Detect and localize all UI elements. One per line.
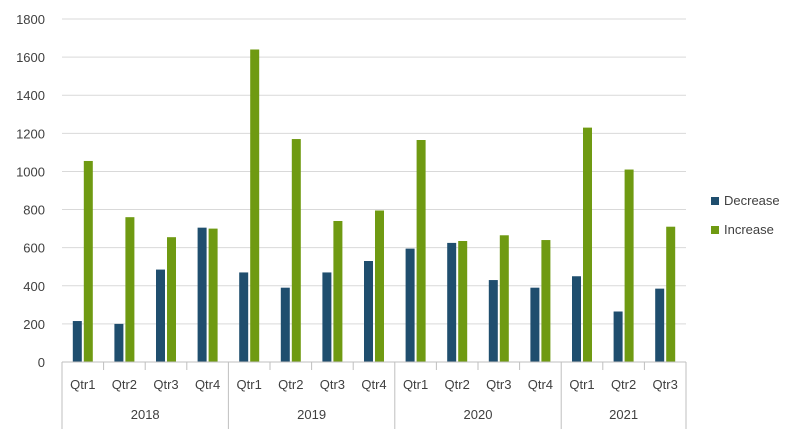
x-tick-label: Qtr4 xyxy=(361,377,386,392)
x-tick-label: Qtr3 xyxy=(653,377,678,392)
bars xyxy=(72,49,676,362)
bar-decrease xyxy=(572,276,581,362)
y-tick-label: 600 xyxy=(23,241,45,256)
bar-decrease xyxy=(488,280,498,362)
x-group-label: 2018 xyxy=(131,407,160,422)
bar-decrease xyxy=(364,261,373,362)
y-axis-tick-labels: 0 200 400 600 800 1000 1200 1400 1600 1800 xyxy=(16,12,45,370)
y-tick-label: 200 xyxy=(23,317,45,332)
bar-decrease xyxy=(530,287,540,362)
y-tick-label: 1000 xyxy=(16,164,45,179)
bar-decrease xyxy=(156,269,165,362)
bar-decrease xyxy=(114,323,124,362)
bar-decrease xyxy=(280,287,290,362)
x-group-label: 2019 xyxy=(297,407,326,422)
x-tick-label: Qtr2 xyxy=(112,377,137,392)
bar-decrease xyxy=(239,272,249,362)
y-tick-label: 400 xyxy=(23,279,45,294)
bar-increase xyxy=(167,237,176,362)
y-tick-label: 0 xyxy=(38,355,45,370)
bar-increase xyxy=(250,49,260,362)
y-tick-label: 1400 xyxy=(16,88,45,103)
y-tick-label: 1200 xyxy=(16,126,45,141)
bar-increase xyxy=(125,217,135,362)
bar-increase xyxy=(83,160,93,362)
gridlines xyxy=(62,18,686,325)
x-tick-label: Qtr3 xyxy=(486,377,511,392)
x-group-label: 2021 xyxy=(609,407,638,422)
legend-label-decrease: Decrease xyxy=(724,193,780,208)
bar-increase xyxy=(333,220,343,362)
legend-swatch-increase xyxy=(711,226,719,234)
x-tick-label: Qtr3 xyxy=(320,377,345,392)
legend-label-increase: Increase xyxy=(724,222,774,237)
bar-decrease xyxy=(322,272,332,362)
x-tick-label: Qtr2 xyxy=(611,377,636,392)
bar-decrease xyxy=(405,248,415,362)
bar-increase xyxy=(416,140,426,362)
x-tick-label: Qtr1 xyxy=(569,377,594,392)
bar-increase xyxy=(291,139,301,362)
bar-increase xyxy=(583,127,592,362)
bar-increase xyxy=(624,169,634,362)
legend: Decrease Increase xyxy=(711,193,780,237)
x-tick-label: Qtr3 xyxy=(153,377,178,392)
bar-decrease xyxy=(72,321,82,362)
x-tick-label: Qtr1 xyxy=(403,377,428,392)
legend-swatch-decrease xyxy=(711,197,719,205)
x-tick-label: Qtr2 xyxy=(278,377,303,392)
y-tick-label: 1600 xyxy=(16,50,45,65)
bar-increase xyxy=(375,210,384,362)
bar-decrease xyxy=(613,311,623,362)
bar-increase xyxy=(499,235,509,362)
x-tick-label: Qtr1 xyxy=(237,377,262,392)
bar-increase xyxy=(208,228,218,362)
x-tick-label: Qtr2 xyxy=(445,377,470,392)
bar-decrease xyxy=(655,288,665,362)
x-tick-label: Qtr4 xyxy=(528,377,553,392)
x-axis: Qtr1 Qtr2 Qtr3 Qtr4 Qtr1 Qtr2 Qtr3 Qtr4 Qtr1 Qtr2… xyxy=(61,361,687,429)
bar-increase xyxy=(458,240,468,362)
x-tick-label: Qtr4 xyxy=(195,377,220,392)
bar-decrease xyxy=(447,242,457,362)
y-tick-label: 800 xyxy=(23,203,45,218)
bar-decrease xyxy=(197,227,207,362)
x-group-label: 2020 xyxy=(464,407,493,422)
x-tick-label: Qtr1 xyxy=(70,377,95,392)
bar-increase xyxy=(541,240,551,362)
y-tick-label: 1800 xyxy=(16,12,45,27)
bar-increase xyxy=(666,226,676,362)
